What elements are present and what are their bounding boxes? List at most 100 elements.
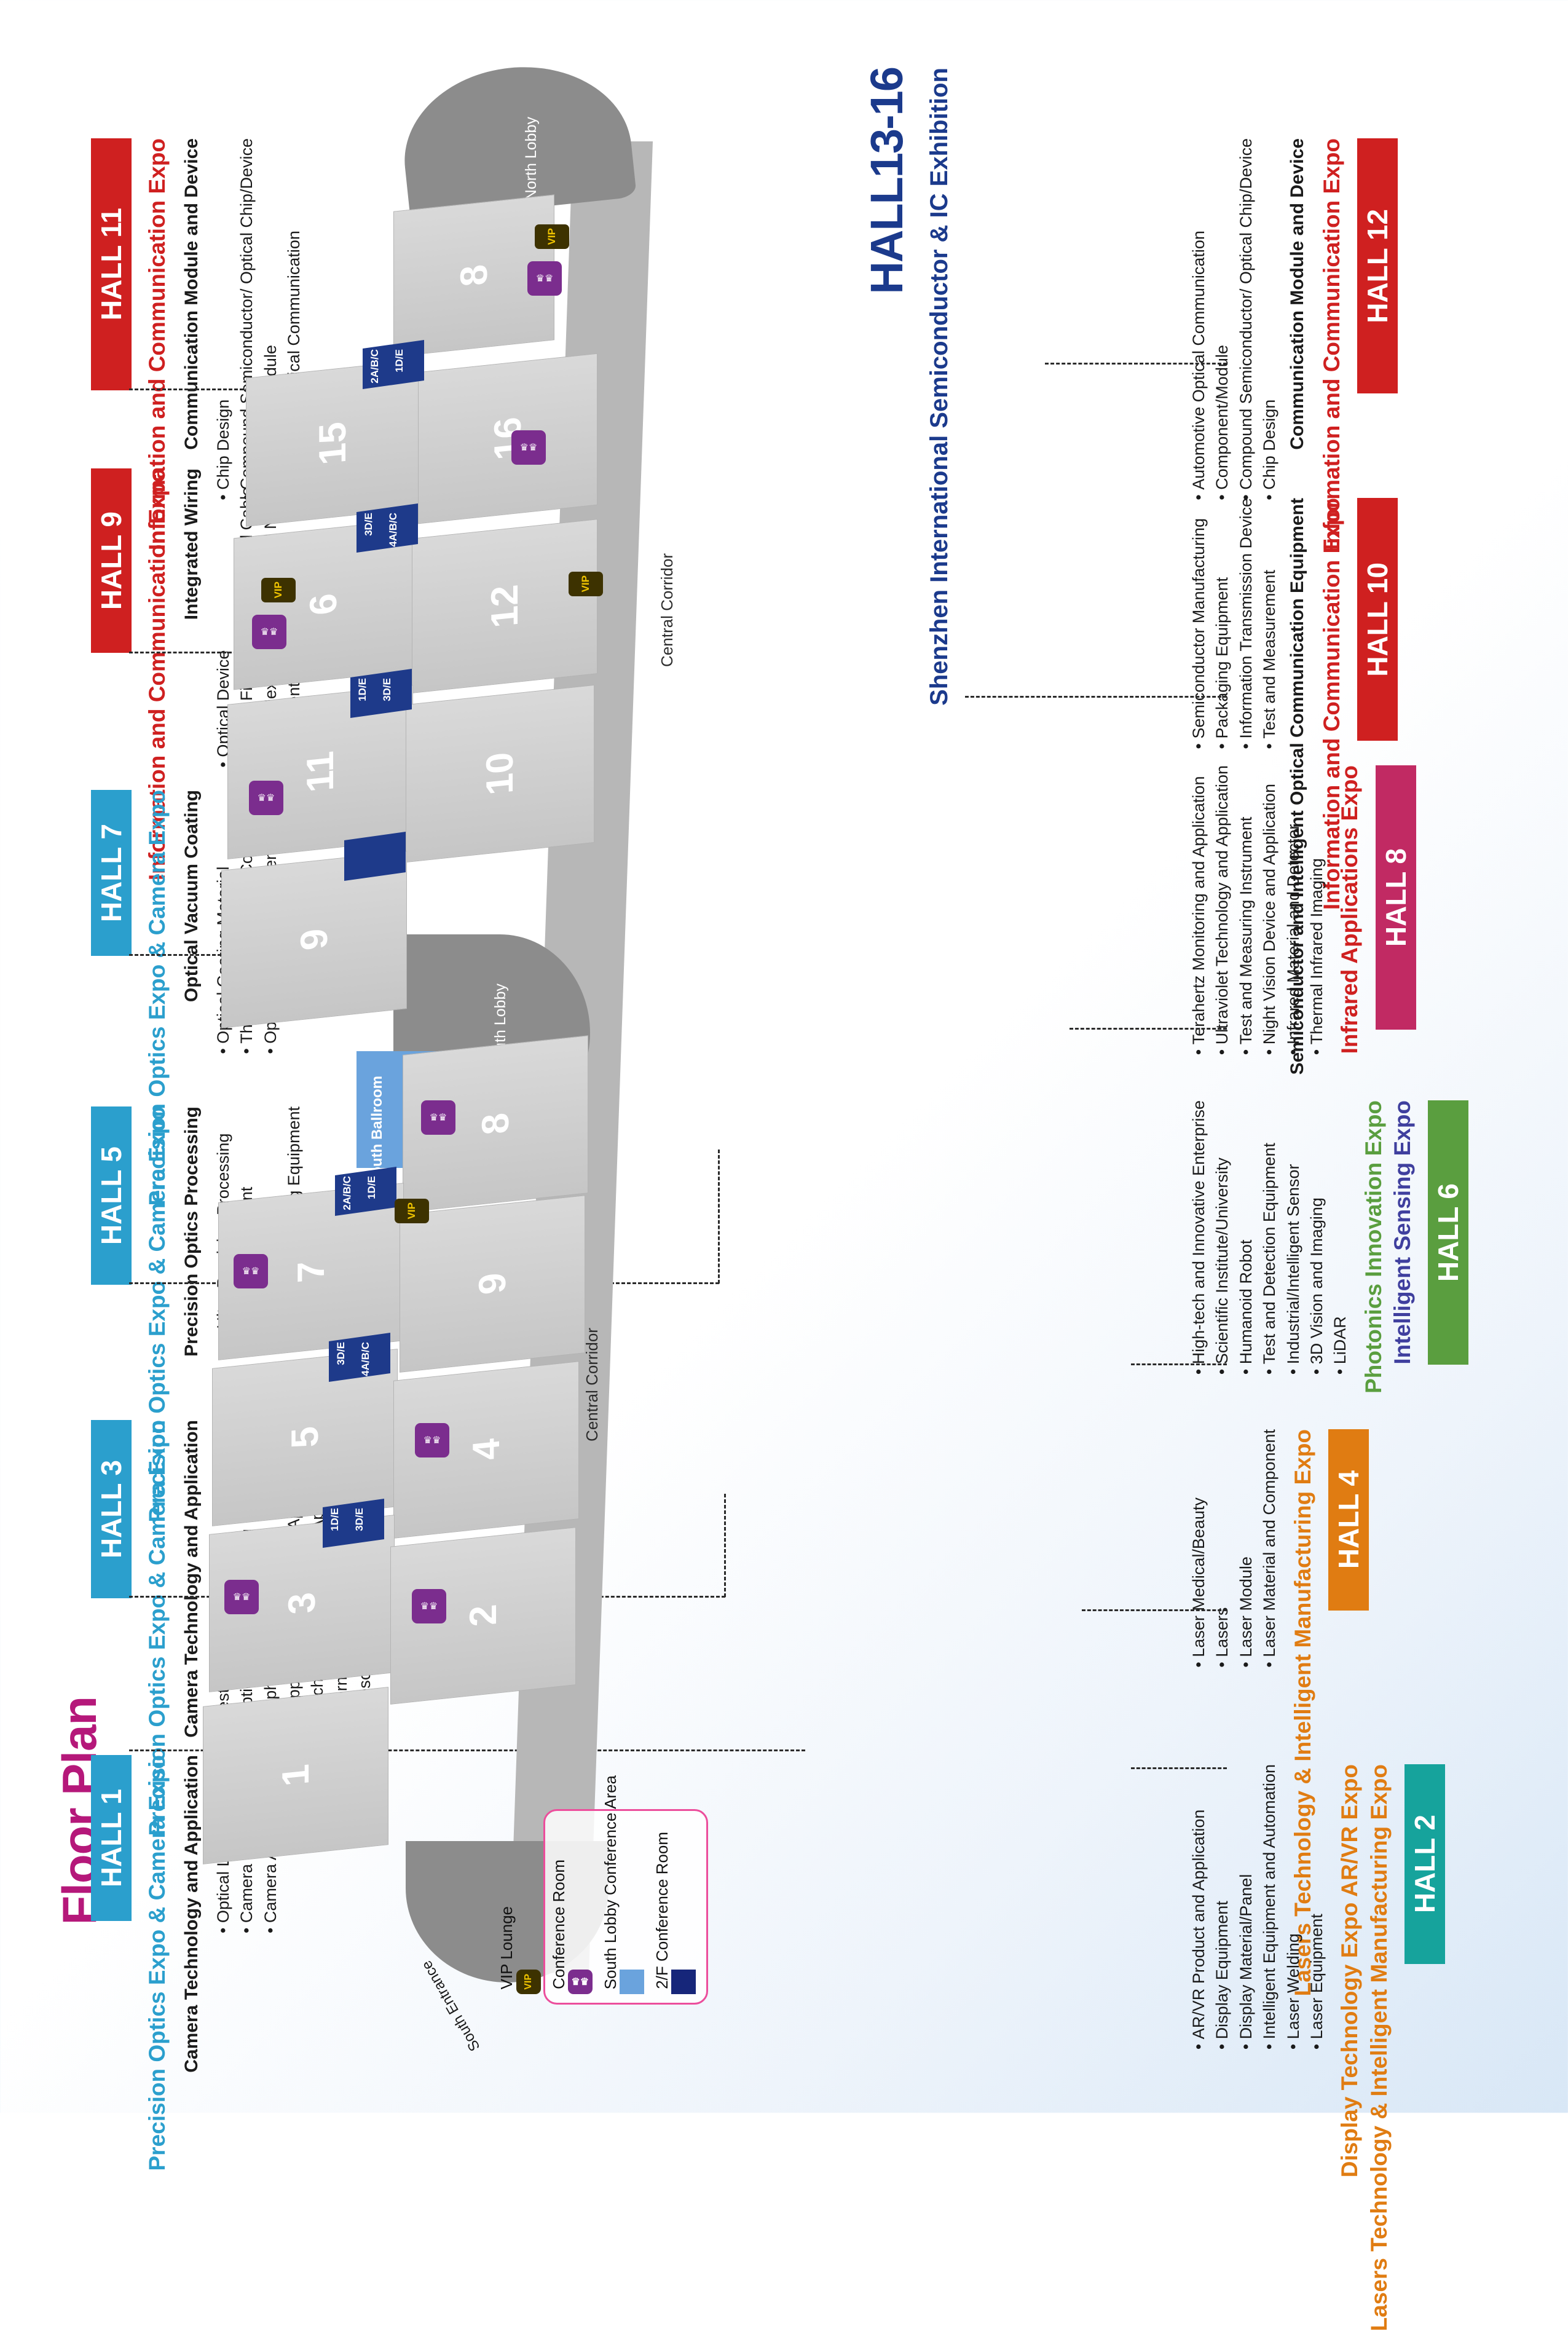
list-item: • Display Material/Panel <box>1236 1874 1255 2050</box>
connector-hall-3-v <box>724 1494 726 1597</box>
list-item: • Industrial/Intelligent Sensor <box>1283 1164 1302 1375</box>
hall-block-hall-6[interactable]: HALL 6 Intelligent Sensing Expo Photonic… <box>1185 1100 1469 1394</box>
booth-tag-9: 3D/E <box>335 1342 347 1365</box>
connector-hall-5-v <box>718 1150 720 1284</box>
list-item: • Lasers <box>1213 1607 1232 1668</box>
hall-bar-hall-9: HALL 9 <box>91 468 132 653</box>
booth-tag-10: 4A/B/C <box>360 1342 371 1376</box>
hall-block-hall-5[interactable]: HALL 5 Precision Optics Expo & Camera Ex… <box>91 1106 304 1523</box>
hall-items-hall-12: • Chip Design • Compound Semiconductor/ … <box>1185 138 1280 500</box>
conference-badge-4[interactable]: ♛♛ <box>249 781 283 815</box>
booth-tag-3: 3D/E <box>363 513 374 536</box>
conference-block-4[interactable] <box>344 831 406 882</box>
hall-items-hall-6: • LiDAR • 3D Vision and Imaging • Indust… <box>1185 1100 1350 1375</box>
corridor-label-lower: Central Corridor <box>583 1328 601 1442</box>
hall-bar-hall-2: HALL 2 <box>1405 1764 1446 1964</box>
hall-expo-hall-8: Infrared Applications Expo <box>1337 765 1363 1054</box>
list-item: • Laser Module <box>1236 1556 1255 1668</box>
list-item: • Laser Equipment <box>1307 1914 1326 2050</box>
booth-tag-11: 1D/E <box>329 1508 341 1531</box>
legend-box: 2/F Conference Room South Lobby Conferen… <box>497 1775 708 2005</box>
hall-bar-hall-3: HALL 3 <box>91 1420 132 1598</box>
vip-badge-3[interactable]: VIP <box>569 572 603 596</box>
connector-hall-12 <box>1045 363 1227 365</box>
hall-category-hall-1: Camera Technology and Application <box>181 1755 202 2073</box>
hall-category-hall-11: Communication Module and Device <box>181 138 202 450</box>
floor-map[interactable]: Central Corridor Central Corridor North … <box>203 0 1168 2113</box>
hall-block-hall-10[interactable]: HALL 10 Information and Communication Ex… <box>1185 498 1398 1075</box>
list-item: • Scientific Institute/University <box>1213 1158 1232 1375</box>
hall-bar-hall-1: HALL 1 <box>91 1755 132 1921</box>
hall-expo-hall-6-photonics: Photonics Innovation Expo <box>1360 1100 1386 1394</box>
conference-room-icon: ♛♛ <box>567 1970 593 1994</box>
vip-lounge-icon: VIP <box>516 1970 541 1994</box>
connector-hall-8 <box>1070 1028 1227 1030</box>
conference-badge-1[interactable]: ♛♛ <box>527 261 562 296</box>
list-item: • Ultraviolet Technology and Application <box>1213 765 1232 1055</box>
legend-label-2: Conference Room <box>549 1860 568 1989</box>
booth-14[interactable]: 16 <box>418 353 597 524</box>
conference-badge-3[interactable]: ♛♛ <box>252 615 286 649</box>
vip-badge-2[interactable]: VIP <box>261 578 296 602</box>
hall-block-hall-8[interactable]: HALL 8 Infrared Applications Expo • Ther… <box>1185 765 1416 1055</box>
legend-label-1: South Lobby Conference Area <box>601 1775 620 1989</box>
booth-tag-1: 2A/B/C <box>369 349 380 384</box>
list-item: • Information Transmission Device <box>1236 498 1255 749</box>
hall-items-hall-2: • Laser Equipment • Laser Welding • Inte… <box>1185 1764 1326 2049</box>
list-item: • Night Vision Device and Application <box>1260 784 1279 1055</box>
corridor-label-upper: Central Corridor <box>658 553 676 667</box>
conference-badge-6[interactable]: ♛♛ <box>234 1254 268 1288</box>
list-item: • Infrared Material and Detector <box>1283 824 1302 1055</box>
list-item: • Chip Design <box>213 399 232 500</box>
hall-block-hall-11[interactable]: HALL 11 Information and Communication Ex… <box>91 138 304 550</box>
legend-item-3: VIP VIP Lounge <box>497 1906 541 1994</box>
booth-9[interactable]: 9 <box>221 851 407 1028</box>
booth-10[interactable]: 10 <box>406 684 594 863</box>
booth-12[interactable]: 12 <box>412 519 597 693</box>
list-item: • High-tech and Innovative Enterprise <box>1189 1100 1208 1375</box>
booth-tag-6: 3D/E <box>381 678 393 701</box>
conference-badge-8[interactable]: ♛♛ <box>224 1580 259 1614</box>
booth-tag-2: 1D/E <box>393 349 405 373</box>
conference-badge-5[interactable]: ♛♛ <box>421 1100 455 1135</box>
booth-tag-7: 2A/B/C <box>341 1176 353 1210</box>
list-item: • Thermal Infrared Imaging <box>1307 858 1326 1055</box>
vip-badge-1[interactable]: VIP <box>535 224 569 249</box>
legend-item-0: 2/F Conference Room <box>653 1832 696 1994</box>
hall-block-hall-1[interactable]: HALL 1 Precision Optics Expo & Camera Ex… <box>91 1755 280 2171</box>
conference-badge-9[interactable]: ♛♛ <box>412 1589 446 1623</box>
legend-item-2: ♛♛ Conference Room <box>550 1860 593 1994</box>
hall-bar-hall-11: HALL 11 <box>91 138 132 390</box>
booth-tag-4: 4A/B/C <box>387 513 399 547</box>
hall-bar-hall-8: HALL 8 <box>1375 765 1416 1030</box>
hall-block-hall-12[interactable]: HALL 12 Information and Communication Ex… <box>1185 138 1398 550</box>
list-item: • Semiconductor Manufacturing <box>1189 518 1208 749</box>
hall-expo-hall-2-lasers: Lasers Technology & Intelligent Manufact… <box>1366 1764 1392 2331</box>
hall-block-hall-3[interactable]: HALL 3 Precision Optics Expo & Camera Ex… <box>91 1420 375 1836</box>
list-item: • Laser Welding <box>1283 1933 1302 2050</box>
hall-block-hall-4[interactable]: HALL 4 Lasers Technology & Intelligent M… <box>1185 1429 1369 1996</box>
legend-item-1: South Lobby Conference Area <box>601 1775 644 1994</box>
hall-block-hall-9[interactable]: HALL 9 Information and Communication Exp… <box>91 468 304 880</box>
conference-badge-7[interactable]: ♛♛ <box>415 1423 449 1457</box>
list-item: • Test and Measuring Instrument <box>1236 816 1255 1055</box>
hall-category-hall-9: Integrated Wiring <box>181 468 202 620</box>
hall-category-hall-5: Precision Optics Processing <box>181 1106 202 1357</box>
list-item: • AR/VR Product and Application <box>1189 1809 1208 2050</box>
hall-bar-hall-5: HALL 5 <box>91 1106 132 1285</box>
conference-badge-2[interactable]: ♛♛ <box>511 430 546 465</box>
list-item: • Test and Measurement <box>1260 570 1279 749</box>
vip-badge-4[interactable]: VIP <box>395 1199 429 1223</box>
connector-hall-4 <box>1082 1609 1227 1611</box>
booth-tag-5: 1D/E <box>357 678 368 701</box>
hall-block-hall-2[interactable]: HALL 2 Lasers Technology & Intelligent M… <box>1185 1764 1446 2331</box>
hall-items-hall-10: • Test and Measurement • Information Tra… <box>1185 498 1280 749</box>
hall-category-hall-7: Optical Vacuum Coating <box>181 790 202 1003</box>
booth-1[interactable]: 1 <box>203 1687 388 1864</box>
north-lobby-label: North Lobby <box>522 117 540 201</box>
booth-tag-8: 1D/E <box>366 1176 377 1199</box>
north-lobby[interactable] <box>395 56 637 221</box>
hall-block-hall-7[interactable]: HALL 7 Precision Optics Expo & Camera Ex… <box>91 790 280 1206</box>
hall-bar-hall-10: HALL 10 <box>1357 498 1398 741</box>
list-item: • Laser Medical/Beauty <box>1189 1497 1208 1668</box>
